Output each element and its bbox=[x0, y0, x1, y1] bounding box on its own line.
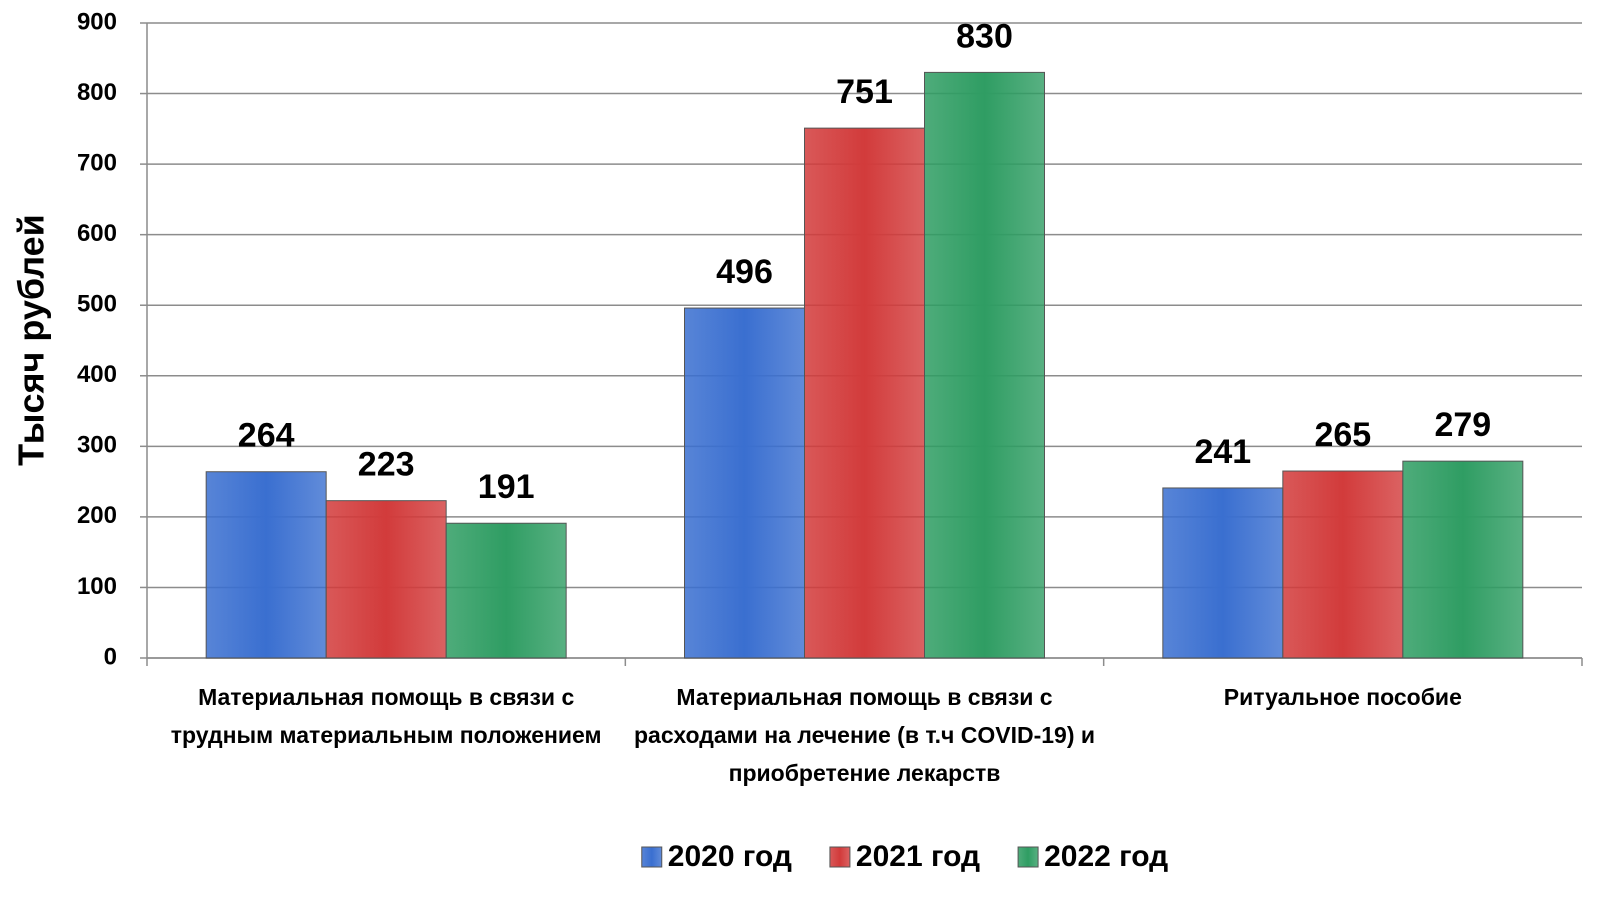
y-tick-label: 500 bbox=[77, 291, 117, 318]
y-tick-label: 800 bbox=[77, 79, 117, 106]
value-label: 751 bbox=[836, 73, 893, 111]
value-label: 496 bbox=[716, 253, 773, 291]
value-label: 223 bbox=[358, 446, 415, 484]
y-tick-label: 900 bbox=[77, 8, 117, 35]
y-tick-label: 100 bbox=[77, 573, 117, 600]
x-tick-label: Ритуальное пособие bbox=[1223, 684, 1462, 710]
value-label: 264 bbox=[238, 417, 295, 455]
x-tick-label: Материальная помощь в связи с трудным ма… bbox=[170, 684, 602, 748]
y-tick-label: 400 bbox=[77, 361, 117, 388]
legend-swatch bbox=[1017, 846, 1039, 868]
x-tick-label-box: Материальная помощь в связи с расходами … bbox=[633, 684, 1096, 786]
bar bbox=[1402, 460, 1524, 659]
y-tick-label: 300 bbox=[77, 432, 117, 459]
y-tick-label: 0 bbox=[104, 643, 117, 670]
value-label: 241 bbox=[1194, 433, 1251, 471]
x-tick-label-box: Ритуальное пособие bbox=[1223, 684, 1462, 710]
bar bbox=[684, 307, 805, 659]
value-label: 265 bbox=[1314, 416, 1371, 454]
value-label: 279 bbox=[1434, 406, 1491, 444]
x-tick-label-box: Материальная помощь в связи с трудным ма… bbox=[170, 684, 602, 748]
y-axis-title: Тысяч рублей bbox=[11, 214, 52, 466]
bar bbox=[804, 127, 925, 659]
legend-label: 2022 год bbox=[1044, 840, 1168, 873]
y-tick-label: 700 bbox=[77, 149, 117, 176]
bar bbox=[1162, 487, 1284, 659]
bar bbox=[1282, 470, 1404, 659]
value-label: 830 bbox=[956, 17, 1013, 55]
y-tick-label: 600 bbox=[77, 220, 117, 247]
bar bbox=[325, 500, 447, 659]
legend-label: 2021 год bbox=[856, 840, 980, 873]
value-label: 191 bbox=[478, 468, 535, 506]
x-tick-label: Материальная помощь в связи с расходами … bbox=[633, 684, 1096, 786]
bar bbox=[445, 522, 567, 659]
legend-label: 2020 год bbox=[668, 840, 792, 873]
legend-swatch bbox=[829, 846, 851, 868]
bar bbox=[205, 471, 327, 659]
y-tick-label: 200 bbox=[77, 502, 117, 529]
legend-swatch bbox=[641, 846, 663, 868]
bar bbox=[924, 71, 1045, 659]
